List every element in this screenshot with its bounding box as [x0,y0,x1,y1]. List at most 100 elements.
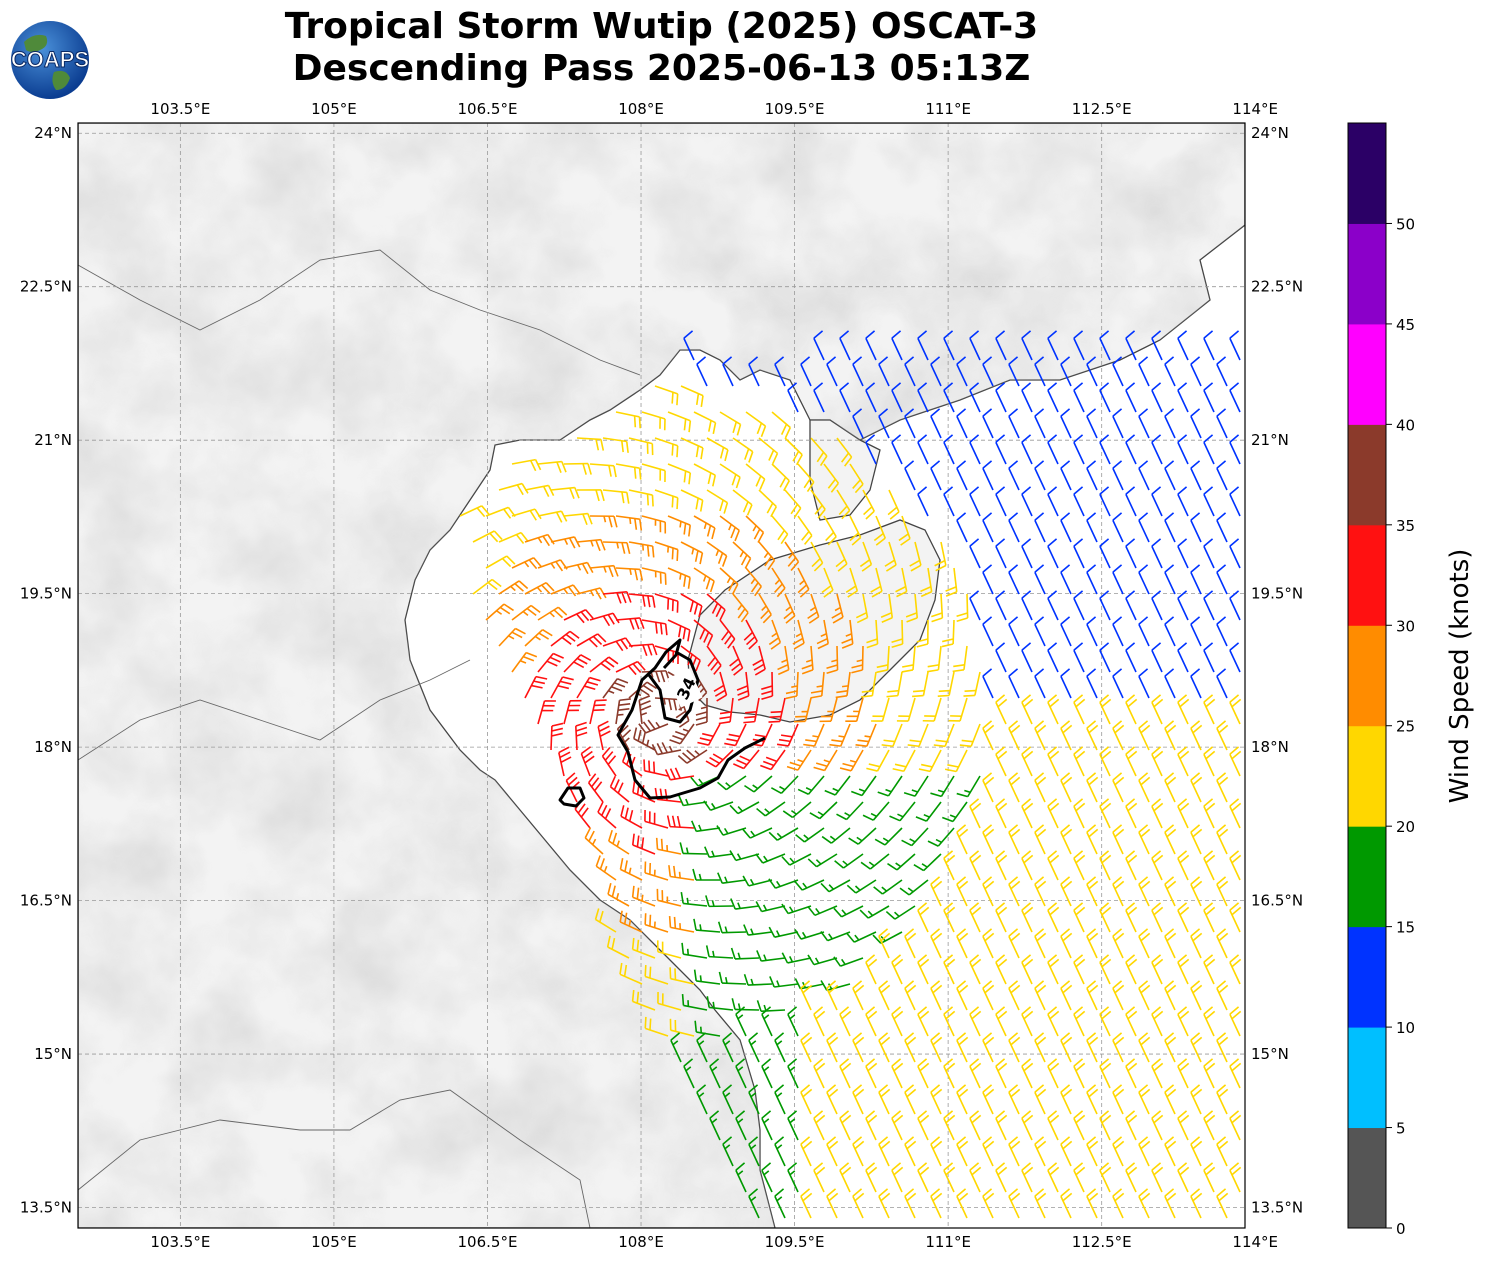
wind-barb [595,855,617,881]
wind-barb [1216,928,1229,959]
wind-barb [524,581,555,595]
wind-barb [1151,1110,1164,1141]
wind-barb [956,512,968,543]
colorbar-tick-label: 40 [1396,416,1415,434]
wind-barb [669,1018,695,1037]
wind-barb [761,1058,773,1089]
wind-barb [748,1084,760,1115]
wind-barb [885,905,916,920]
lat-tick-left: 19.5°N [20,585,72,603]
wind-barb [576,633,607,648]
wind-barb [1203,694,1216,725]
wind-barb [722,356,734,387]
wind-barb [1021,902,1034,933]
colorbar-tick-label: 25 [1396,718,1415,736]
wind-barb [1190,460,1202,491]
lon-tick-top: 103.5°E [150,100,210,118]
wind-barb [833,956,864,967]
wind-barb [1177,746,1190,777]
wind-barb [722,1136,734,1167]
colorbar-segment [1348,625,1386,727]
wind-barb [846,879,877,894]
wind-barb [680,385,704,408]
wind-barb [768,878,799,889]
wind-barb [669,967,695,985]
wind-barb [656,940,682,959]
wind-barb [693,567,715,593]
wind-barb [813,1162,826,1193]
wind-barb [1229,1006,1242,1037]
wind-barb [826,645,839,675]
wind-barb [1177,1006,1190,1037]
wind-barb [834,853,864,869]
wind-barb [558,746,572,777]
wind-barb [1229,642,1241,673]
wind-barb [1203,850,1216,881]
wind-barb [654,541,679,561]
wind-barb [781,952,812,964]
wind-barb [706,996,734,1011]
wind-barb [826,1136,839,1167]
wind-barb [930,1032,943,1063]
wind-barb [1216,408,1228,439]
wind-barb [771,411,792,439]
wind-barb [576,538,606,552]
wind-barb [800,1084,813,1115]
wind-barb [719,463,741,489]
wind-barb [755,901,786,913]
wind-barb [871,697,890,722]
wind-barb [866,619,879,649]
wind-barb [760,749,786,771]
wind-barb [1203,538,1215,569]
wind-barb [683,330,695,361]
wind-barb [771,515,789,545]
wind-barb [881,723,903,748]
wind-barb [1099,798,1112,829]
wind-barb [1216,668,1228,699]
wind-barb [705,945,734,959]
wind-barb [1047,902,1060,933]
wind-barb [833,905,864,918]
wind-barb [1112,720,1125,751]
wind-barb [1112,668,1124,699]
wind-barb [669,723,695,745]
wind-barb [668,865,695,881]
wind-barb [1034,928,1047,959]
wind-barb [1034,772,1047,803]
wind-barb [839,1110,852,1141]
wind-barb [826,980,839,1011]
wind-barb [667,515,691,537]
wind-barb [1138,356,1150,387]
wind-barb [982,408,994,439]
wind-barb [891,619,904,649]
wind-barb [615,567,644,581]
wind-barb [511,508,542,521]
wind-barb [732,541,752,569]
wind-barb [498,482,529,496]
wind-barb [1216,1188,1229,1219]
wind-barb [835,541,848,572]
wind-barb [1203,902,1216,933]
wind-barb [709,1110,721,1141]
chart-title-line1: Tropical Storm Wutip (2025) OSCAT-3 [284,6,1039,47]
wind-barb [563,699,582,725]
wind-barb [1125,642,1137,673]
wind-barb [1177,486,1189,517]
wind-barb [1216,460,1228,491]
wind-barb [956,1084,969,1115]
wind-barb [1099,434,1111,465]
wind-barb [744,775,773,793]
wind-barb [511,557,542,570]
wind-barb [680,437,704,460]
wind-barb [1125,382,1137,413]
wind-barb [1060,460,1072,491]
wind-barb [781,853,812,866]
wind-barb [1216,1084,1229,1115]
wind-barb [667,619,691,642]
wind-barb [794,928,825,940]
wind-barb [1190,668,1202,699]
wind-barb [742,827,773,839]
wind-barb [787,1006,799,1037]
wind-barb [904,1188,917,1219]
lat-tick-left: 24°N [34,124,72,142]
